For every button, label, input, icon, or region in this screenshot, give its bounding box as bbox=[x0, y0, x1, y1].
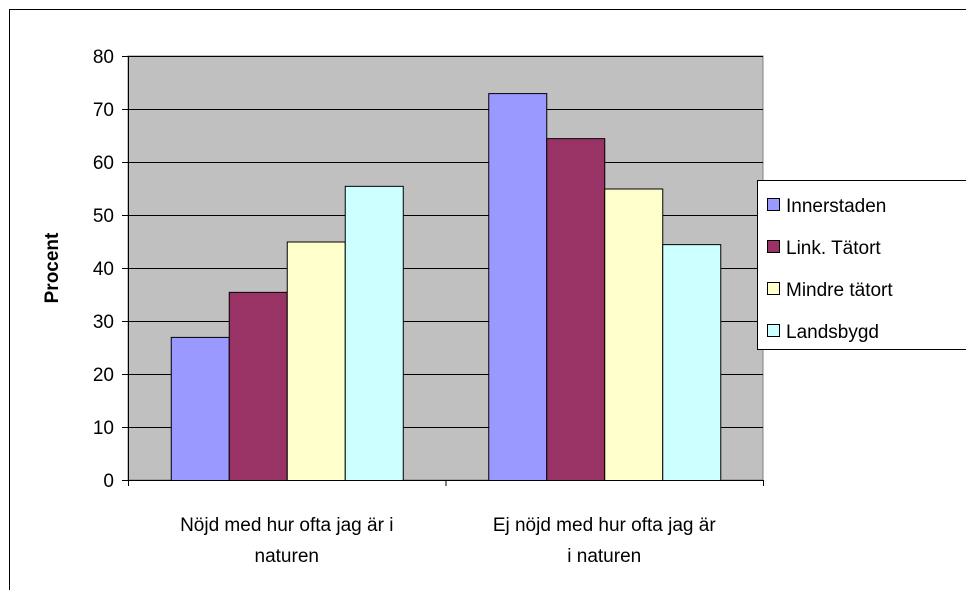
bar bbox=[170, 336, 230, 481]
legend-label: Mindre tätort bbox=[786, 280, 893, 301]
y-tick-label: 80 bbox=[93, 47, 114, 68]
y-tick-label: 0 bbox=[103, 471, 114, 492]
y-tick-label: 60 bbox=[93, 153, 114, 174]
legend-box bbox=[757, 180, 966, 350]
y-tick-label: 40 bbox=[93, 259, 114, 280]
legend-label: Landsbygd bbox=[786, 322, 879, 343]
y-tick-label: 10 bbox=[93, 418, 114, 439]
legend-label: Innerstaden bbox=[786, 196, 886, 217]
legend-label: Link. Tätort bbox=[786, 238, 881, 259]
legend-swatch bbox=[767, 198, 780, 211]
bar bbox=[228, 291, 288, 481]
bar bbox=[662, 244, 722, 481]
x-category-label: Nöjd med hur ofta jag är i bbox=[180, 515, 393, 536]
bar bbox=[604, 188, 664, 481]
y-axis-label: Procent bbox=[42, 232, 63, 303]
y-tick-label: 30 bbox=[93, 312, 114, 333]
legend: Innerstaden Link. Tätort Mindre tätort Land… bbox=[767, 196, 893, 343]
y-tick-label: 70 bbox=[93, 100, 114, 121]
bar bbox=[546, 138, 606, 481]
bar bbox=[344, 185, 404, 481]
legend-swatch bbox=[767, 282, 780, 295]
x-category-label: i naturen bbox=[567, 546, 641, 567]
legend-swatch bbox=[767, 324, 780, 337]
x-category-label: naturen bbox=[255, 546, 319, 567]
x-category-label: Ej nöjd med hur ofta jag är bbox=[493, 515, 717, 536]
axes bbox=[122, 56, 764, 486]
bars bbox=[170, 93, 722, 481]
y-tick-labels: 0 10 20 30 40 50 60 70 80 bbox=[93, 47, 114, 492]
y-tick-label: 20 bbox=[93, 365, 114, 386]
legend-swatch bbox=[767, 240, 780, 253]
bar bbox=[488, 93, 548, 481]
x-category-labels: Nöjd med hur ofta jag är i naturen Ej nöjd… bbox=[180, 515, 716, 567]
bar bbox=[286, 241, 346, 481]
y-tick-label: 50 bbox=[93, 206, 114, 227]
